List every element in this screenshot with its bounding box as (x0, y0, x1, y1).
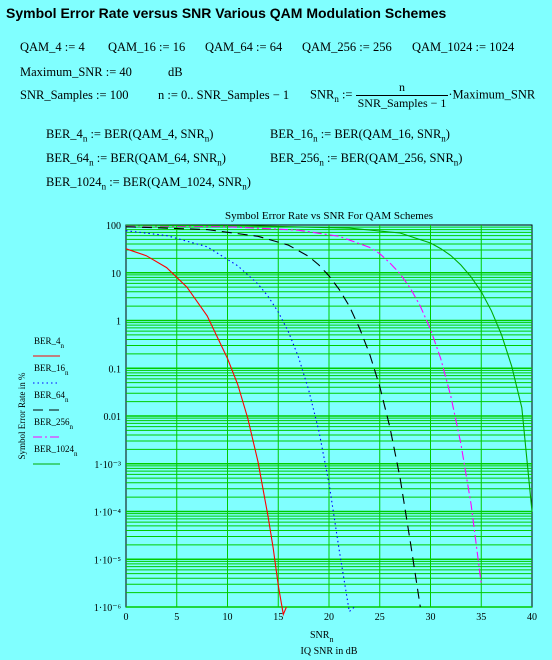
y-tick-label: 1·10⁻⁵ (94, 555, 121, 566)
y-tick-label: 1·10⁻⁶ (94, 603, 122, 614)
legend-label: BER_1024n (34, 444, 78, 458)
y-tick-label: 0.1 (109, 364, 122, 375)
qam64-def: QAM_64 := 64 (205, 40, 283, 54)
qam1024-def: QAM_1024 := 1024 (412, 40, 515, 54)
x-tick-label: 15 (273, 612, 283, 623)
x-tick-label: 0 (124, 612, 129, 623)
snr-fraction: n SNR_Samples − 1 (355, 80, 449, 110)
y-tick-label: 1·10⁻⁴ (94, 508, 122, 519)
series-ber-16-line (125, 230, 355, 613)
y-tick-label: 1·10⁻³ (94, 460, 121, 471)
series-ber-1024-line (125, 224, 533, 512)
y-axis-label: Symbol Error Rate in % (17, 372, 27, 459)
y-tick-label: 1 (116, 317, 121, 328)
legend: BER_4n BER_16n BER_64n BER_256n BER_1024n (33, 336, 78, 465)
x-axis-label-2: IQ SNR in dB (301, 646, 358, 657)
x-tick-label: 30 (426, 612, 436, 623)
max-snr-unit: dB (168, 65, 183, 79)
legend-label: BER_64n (34, 390, 69, 404)
legend-label: BER_256n (34, 417, 74, 431)
max-snr-def: Maximum_SNR := 40 (20, 65, 132, 79)
qam4-def: QAM_4 := 4 (20, 40, 85, 54)
ber256-def: BER_256n := BER(QAM_256, SNRn) (270, 151, 463, 168)
snr-def: SNRn := n SNR_Samples − 1 ·Maximum_SNR (310, 80, 536, 110)
series-ber-4-line (125, 248, 287, 617)
grid-lines (126, 225, 532, 608)
series-group (125, 224, 533, 617)
y-tick-label: 10 (111, 269, 121, 280)
y-tick-label: 0.01 (104, 412, 122, 423)
ber4-def: BER_4n := BER(QAM_4, SNRn) (46, 127, 214, 144)
tick-labels: 0 5 10 15 20 25 30 35 40 100 10 1 0.1 0.01 1·10⁻³ 1·10⁻… (94, 221, 537, 623)
ber1024-def: BER_1024n := BER(QAM_1024, SNRn) (46, 175, 251, 192)
chart-title: Symbol Error Rate vs SNR For QAM Schemes (225, 210, 433, 222)
qam256-def: QAM_256 := 256 (302, 40, 392, 54)
x-tick-label: 35 (476, 612, 486, 623)
snr-samples-def: SNR_Samples := 100 (20, 88, 129, 102)
x-tick-label: 5 (174, 612, 179, 623)
series-ber-64-line (125, 226, 421, 608)
legend-label: BER_4n (34, 336, 65, 350)
series-ber-256-line (125, 225, 482, 585)
range-def: n := 0.. SNR_Samples − 1 (158, 88, 290, 102)
y-tick-label: 100 (106, 221, 121, 232)
ber64-def: BER_64n := BER(QAM_64, SNRn) (46, 151, 226, 168)
x-axis-label: SNRn (310, 630, 333, 644)
x-tick-label: 40 (527, 612, 537, 623)
x-tick-label: 25 (375, 612, 385, 623)
x-tick-label: 10 (223, 612, 233, 623)
x-tick-label: 20 (324, 612, 334, 623)
page-title: Symbol Error Rate versus SNR Various QAM… (6, 5, 447, 21)
legend-label: BER_16n (34, 363, 69, 377)
qam16-def: QAM_16 := 16 (108, 40, 186, 54)
ber16-def: BER_16n := BER(QAM_16, SNRn) (270, 127, 450, 144)
